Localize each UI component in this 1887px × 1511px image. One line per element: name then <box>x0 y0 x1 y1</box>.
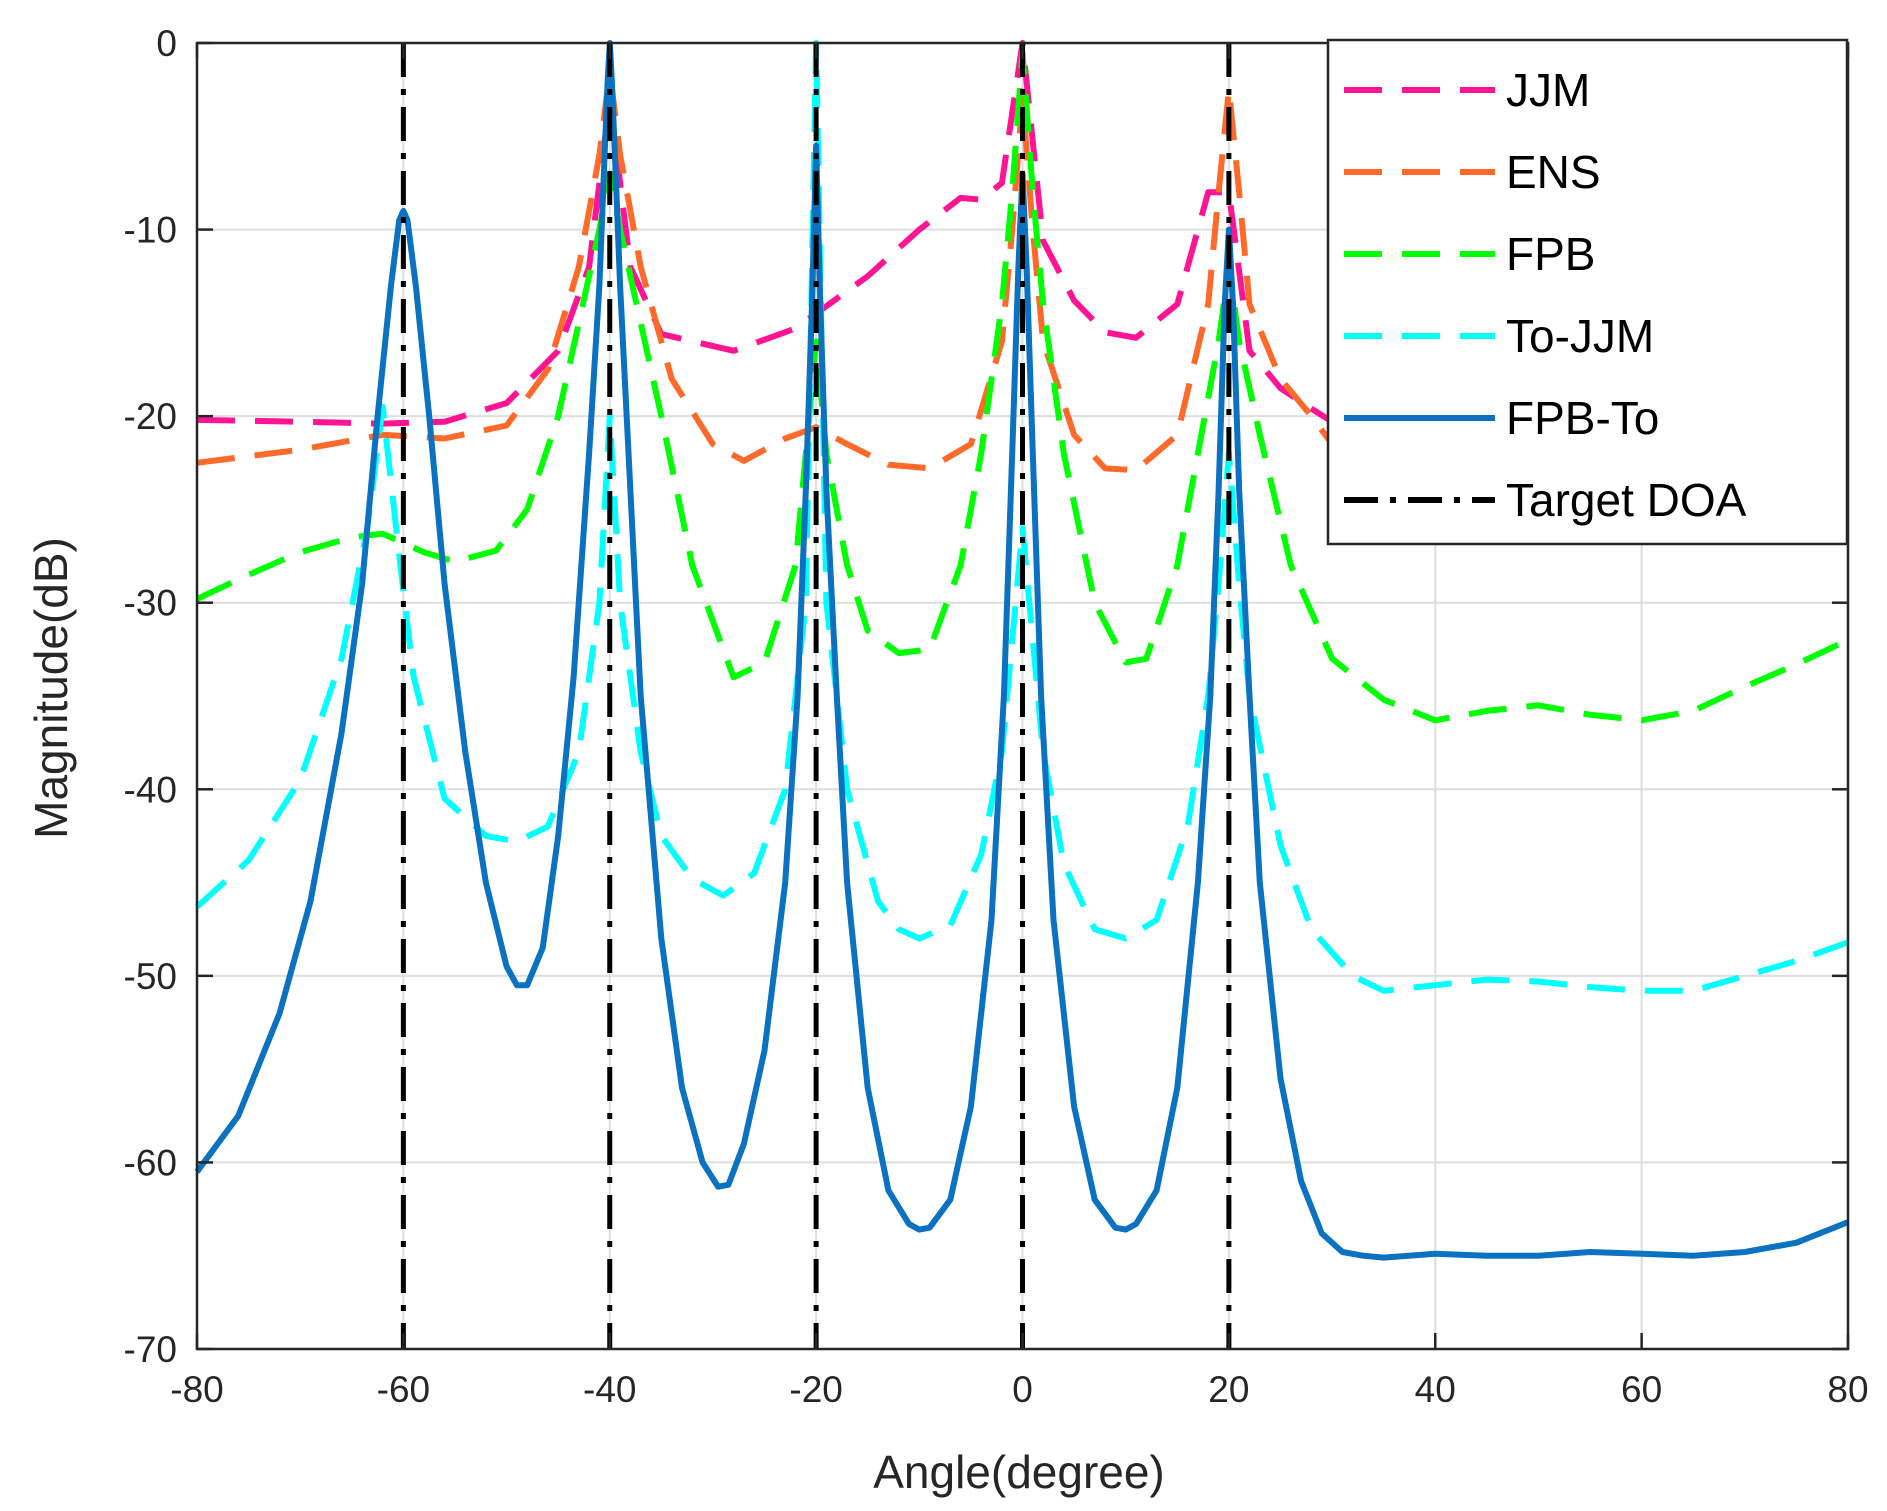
series-fpb <box>195 49 1850 724</box>
legend-label-to-jjm: To-JJM <box>1506 310 1654 362</box>
y-tick-label: -30 <box>124 583 177 624</box>
legend-label-fpb-to: FPB-To <box>1506 392 1659 444</box>
x-tick-label: 80 <box>1827 1369 1868 1410</box>
series-to-jjm <box>194 40 1850 994</box>
axes: -80 -60 -40 -20 0 20 40 60 80 0 -10 -20 -30 -40 -50 -60… <box>124 23 1869 1410</box>
legend-label-ens: ENS <box>1506 146 1601 198</box>
legend-box <box>1326 38 1849 546</box>
x-tick-label: -60 <box>377 1369 430 1410</box>
x-tick-label: 0 <box>1012 1369 1033 1410</box>
series-fpb-to <box>194 40 1850 1261</box>
legend-label-fpb: FPB <box>1506 228 1595 280</box>
x-tick-label: -80 <box>170 1369 223 1410</box>
x-tick-label: -20 <box>789 1369 842 1410</box>
y-tick-label: -20 <box>124 396 177 437</box>
series-jjm <box>196 40 1849 461</box>
legend-label-jjm: JJM <box>1506 64 1590 116</box>
y-axis-label: Magnitude(dB) <box>25 537 77 839</box>
legend-label-target-doa: Target DOA <box>1506 474 1747 526</box>
y-tick-label: -10 <box>124 210 177 251</box>
y-tick-label: -40 <box>124 769 177 810</box>
x-tick-label: 20 <box>1208 1369 1249 1410</box>
plot-series <box>194 40 1850 1349</box>
series-ens <box>196 68 1849 476</box>
y-tick-label: 0 <box>156 23 177 64</box>
legend: JJM ENS FPB To-JJM FPB-To Target DOA <box>1326 38 1849 546</box>
y-tick-label: -50 <box>124 956 177 997</box>
y-tick-label: -70 <box>124 1329 177 1370</box>
x-tick-label: -40 <box>583 1369 636 1410</box>
x-axis-label: Angle(degree) <box>873 1446 1165 1498</box>
x-tick-label: 40 <box>1415 1369 1456 1410</box>
y-tick-label: -60 <box>124 1142 177 1183</box>
x-tick-label: 60 <box>1621 1369 1662 1410</box>
